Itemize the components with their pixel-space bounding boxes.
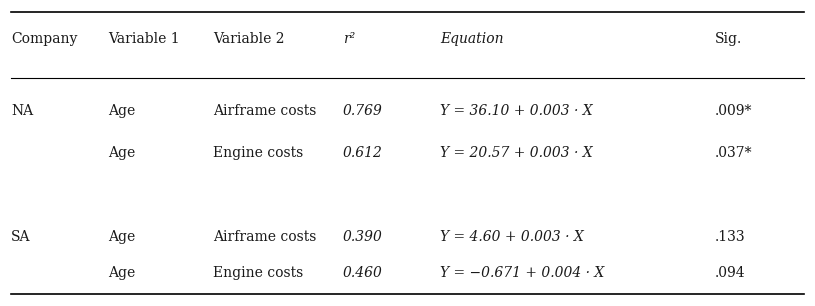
Text: Y = 20.57 + 0.003 · X: Y = 20.57 + 0.003 · X bbox=[440, 146, 593, 160]
Text: .009*: .009* bbox=[715, 104, 752, 118]
Text: Equation: Equation bbox=[440, 32, 504, 46]
Text: 0.612: 0.612 bbox=[343, 146, 382, 160]
Text: Y = 36.10 + 0.003 · X: Y = 36.10 + 0.003 · X bbox=[440, 104, 593, 118]
Text: Y = 4.60 + 0.003 · X: Y = 4.60 + 0.003 · X bbox=[440, 230, 584, 244]
Text: .133: .133 bbox=[715, 230, 746, 244]
Text: Age: Age bbox=[108, 230, 135, 244]
Text: 0.390: 0.390 bbox=[343, 230, 382, 244]
Text: Engine costs: Engine costs bbox=[214, 266, 303, 280]
Text: Y = −0.671 + 0.004 · X: Y = −0.671 + 0.004 · X bbox=[440, 266, 604, 280]
Text: Age: Age bbox=[108, 104, 135, 118]
Text: .037*: .037* bbox=[715, 146, 752, 160]
Text: .094: .094 bbox=[715, 266, 746, 280]
Text: Variable 1: Variable 1 bbox=[108, 32, 179, 46]
Text: 0.769: 0.769 bbox=[343, 104, 382, 118]
Text: Airframe costs: Airframe costs bbox=[214, 230, 316, 244]
Text: NA: NA bbox=[11, 104, 33, 118]
Text: Age: Age bbox=[108, 266, 135, 280]
Text: Sig.: Sig. bbox=[715, 32, 742, 46]
Text: 0.460: 0.460 bbox=[343, 266, 382, 280]
Text: Company: Company bbox=[11, 32, 77, 46]
Text: SA: SA bbox=[11, 230, 30, 244]
Text: Age: Age bbox=[108, 146, 135, 160]
Text: Engine costs: Engine costs bbox=[214, 146, 303, 160]
Text: Airframe costs: Airframe costs bbox=[214, 104, 316, 118]
Text: Variable 2: Variable 2 bbox=[214, 32, 284, 46]
Text: r²: r² bbox=[343, 32, 355, 46]
